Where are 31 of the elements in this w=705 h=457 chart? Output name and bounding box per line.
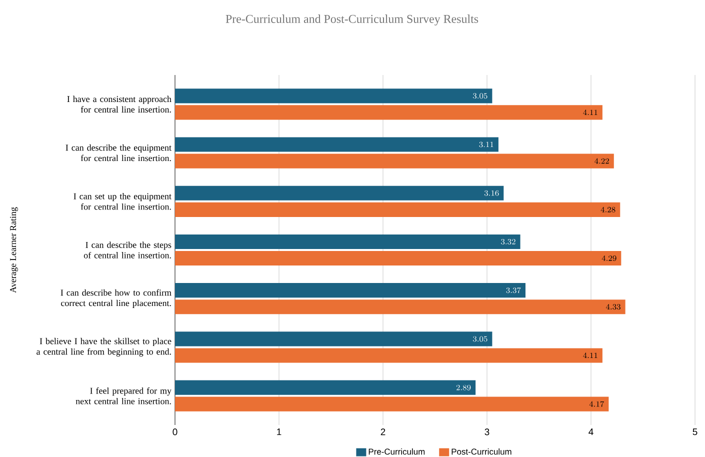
x-tick-label: 1	[277, 428, 282, 436]
y-tick-label: I can describe how to confirm correct central line placement.	[60, 289, 172, 308]
y-tick-label: I can set up the equipment for central line insertion.	[74, 192, 172, 210]
bar	[175, 137, 498, 152]
bar	[175, 234, 520, 250]
y-tick-label: I believe I have the skillset to place a central line from beginning to end.	[36, 338, 172, 357]
bar	[175, 396, 609, 412]
y-tick-label: I have a consistent approach for central line insertion.	[67, 96, 172, 113]
chart-title: Pre-Curriculum and Post-Curriculum Survey Results	[226, 14, 478, 26]
bar	[175, 250, 622, 266]
x-tick-label: 2	[380, 428, 386, 436]
y-tick-label: I can describe the equipment for central line insertion.	[66, 144, 172, 162]
bar	[175, 88, 492, 104]
y-tick-label: I can describe the steps of central line insertion.	[84, 242, 172, 258]
bar	[175, 348, 602, 363]
bar	[175, 283, 526, 298]
legend-label: Post-Curriculum	[452, 448, 512, 455]
x-tick-label: 4	[588, 428, 594, 436]
y-axis-title: Average Learner Rating	[10, 207, 18, 293]
bar	[175, 300, 626, 314]
y-tick-label: I feel prepared for my next central line insertion.	[76, 387, 172, 404]
bar	[175, 154, 614, 168]
bar	[175, 105, 602, 120]
x-tick-label: 5	[692, 428, 698, 436]
x-tick-label: 3	[484, 428, 490, 436]
legend-label: Pre-Curriculum	[368, 448, 425, 455]
bar	[175, 380, 476, 395]
bar	[175, 202, 620, 217]
bar	[175, 332, 492, 346]
x-tick-label: 0	[172, 428, 178, 436]
bar	[175, 186, 504, 200]
